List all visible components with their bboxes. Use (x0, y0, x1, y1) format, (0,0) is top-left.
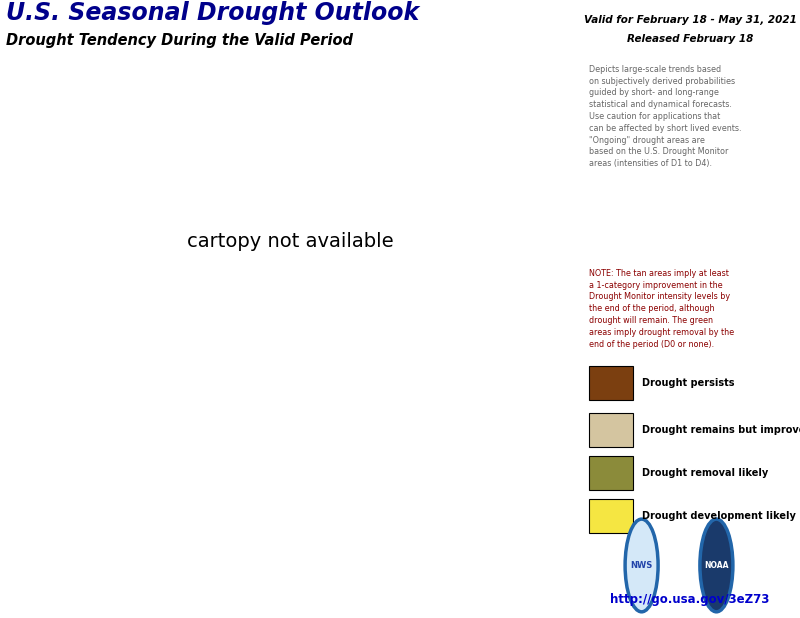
FancyBboxPatch shape (589, 413, 633, 446)
Text: Drought remains but improves: Drought remains but improves (642, 425, 800, 434)
Text: U.S. Seasonal Drought Outlook: U.S. Seasonal Drought Outlook (6, 1, 419, 25)
Text: Drought persists: Drought persists (642, 378, 734, 388)
Text: http://go.usa.gov/3eZ73: http://go.usa.gov/3eZ73 (610, 593, 770, 606)
Text: NOAA: NOAA (704, 561, 729, 570)
Text: Drought development likely: Drought development likely (642, 511, 795, 521)
Text: NOTE: The tan areas imply at least
a 1-category improvement in the
Drought Monit: NOTE: The tan areas imply at least a 1-c… (589, 269, 734, 349)
Circle shape (700, 519, 733, 612)
FancyBboxPatch shape (589, 499, 633, 533)
Text: Released February 18: Released February 18 (627, 34, 753, 44)
Circle shape (625, 519, 658, 612)
FancyBboxPatch shape (589, 366, 633, 400)
Text: Depicts large-scale trends based
on subjectively derived probabilities
guided by: Depicts large-scale trends based on subj… (589, 65, 742, 168)
Text: NWS: NWS (630, 561, 653, 570)
Text: cartopy not available: cartopy not available (186, 232, 394, 250)
Text: Drought removal likely: Drought removal likely (642, 468, 768, 478)
FancyBboxPatch shape (589, 456, 633, 489)
Text: Drought Tendency During the Valid Period: Drought Tendency During the Valid Period (6, 33, 353, 48)
Text: Valid for February 18 - May 31, 2021: Valid for February 18 - May 31, 2021 (583, 15, 797, 25)
